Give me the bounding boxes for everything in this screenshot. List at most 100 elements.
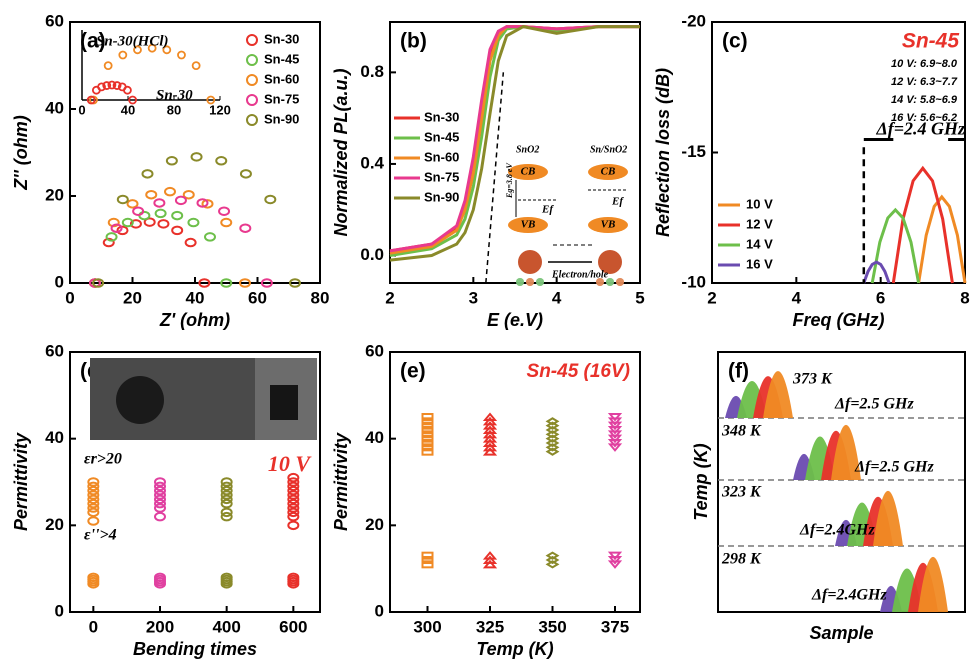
marker bbox=[87, 494, 100, 505]
legend-marker bbox=[246, 114, 258, 126]
panel-label: (e) bbox=[400, 360, 426, 383]
marker bbox=[138, 210, 151, 221]
series-line bbox=[862, 260, 891, 284]
marker bbox=[190, 152, 203, 162]
marker bbox=[545, 551, 560, 560]
series-line bbox=[389, 25, 640, 262]
marker bbox=[607, 443, 623, 452]
marker bbox=[239, 169, 252, 179]
schematic-label: SnO2 bbox=[516, 144, 539, 155]
marker bbox=[264, 194, 277, 205]
legend-marker bbox=[246, 54, 258, 66]
guide-line bbox=[485, 72, 505, 284]
marker bbox=[143, 217, 156, 227]
panel-label: (b) bbox=[400, 30, 427, 53]
marker bbox=[482, 438, 498, 447]
x-tick-label: 300 bbox=[413, 617, 441, 636]
marker bbox=[220, 494, 233, 505]
y-tick-label: -20 bbox=[681, 11, 706, 30]
marker bbox=[87, 477, 100, 487]
marker bbox=[421, 439, 434, 447]
marker bbox=[287, 494, 300, 505]
marker bbox=[421, 556, 434, 564]
marker bbox=[141, 169, 154, 179]
marker bbox=[239, 278, 251, 288]
schematic-label: CB bbox=[601, 166, 616, 178]
spectrum bbox=[918, 556, 948, 612]
y-tick-label: 20 bbox=[365, 515, 384, 534]
legend-marker bbox=[246, 34, 258, 46]
x-tick-label: 4 bbox=[552, 288, 562, 307]
range-note: 12 V: 6.3~7.7 bbox=[891, 76, 958, 88]
schematic-label: Eg=3.8 eV bbox=[505, 163, 514, 199]
marker bbox=[220, 572, 233, 583]
marker bbox=[220, 477, 233, 487]
y-axis-label: Z'' (ohm) bbox=[11, 115, 31, 191]
marker bbox=[421, 560, 434, 569]
spectrum bbox=[831, 424, 861, 480]
x-axis-label: Freq (GHz) bbox=[793, 310, 885, 330]
annotation: 10 V bbox=[268, 451, 313, 476]
band-label: Δf=2.4GHz bbox=[799, 522, 875, 539]
y-axis-label: Reflection loss (dB) bbox=[653, 68, 673, 237]
inset-marker bbox=[103, 61, 113, 71]
band-label: Δf=2.4GHz bbox=[811, 587, 887, 604]
dot bbox=[536, 278, 544, 286]
marker bbox=[607, 426, 623, 435]
marker bbox=[421, 434, 434, 443]
marker bbox=[145, 189, 158, 200]
marker bbox=[421, 551, 434, 560]
inset-marker bbox=[128, 95, 138, 105]
inset-marker bbox=[133, 45, 142, 55]
marker bbox=[220, 481, 233, 492]
schematic-label: VB bbox=[601, 219, 616, 231]
marker bbox=[482, 559, 498, 569]
marker bbox=[421, 447, 434, 456]
x-axis-label: Temp (K) bbox=[476, 639, 553, 659]
y-tick-label: 20 bbox=[45, 185, 64, 204]
marker bbox=[164, 186, 176, 197]
particle bbox=[598, 250, 622, 274]
schematic-label: Electron/hole bbox=[551, 269, 609, 280]
marker bbox=[116, 194, 129, 205]
marker bbox=[201, 199, 214, 209]
x-tick-label: 200 bbox=[146, 617, 174, 636]
marker bbox=[482, 434, 498, 443]
plot-frame bbox=[389, 351, 641, 613]
marker bbox=[421, 443, 434, 452]
y-tick-label: 60 bbox=[45, 11, 64, 30]
panel-title: Sn-45 (16V) bbox=[527, 361, 630, 382]
marker bbox=[87, 572, 100, 583]
x-tick-label: 8 bbox=[960, 288, 969, 307]
marker bbox=[220, 507, 233, 518]
marker bbox=[220, 511, 233, 522]
x-tick-label: 0 bbox=[65, 288, 74, 307]
plot-frame bbox=[69, 351, 321, 613]
inset-series-label: Sn-30(HCl) bbox=[96, 33, 169, 49]
marker bbox=[220, 217, 233, 228]
y-axis-label: Permittivity bbox=[11, 432, 31, 531]
inset-marker bbox=[112, 81, 122, 90]
photo-detail bbox=[116, 376, 164, 424]
y-axis-label: Permittivity bbox=[331, 432, 351, 531]
inset-marker bbox=[107, 80, 117, 90]
temp-label: 373 K bbox=[792, 371, 833, 388]
marker bbox=[607, 421, 623, 431]
marker bbox=[482, 425, 498, 434]
marker bbox=[87, 490, 100, 500]
marker bbox=[482, 447, 498, 456]
inset-marker bbox=[123, 85, 132, 95]
marker bbox=[287, 572, 300, 583]
y-tick-label: 60 bbox=[45, 341, 64, 360]
marker bbox=[287, 490, 300, 500]
schematic-label: Sn/SnO2 bbox=[590, 144, 627, 155]
series-line bbox=[917, 194, 967, 284]
legend-label: Sn-60 bbox=[424, 149, 459, 164]
marker bbox=[607, 413, 623, 422]
marker bbox=[107, 217, 120, 228]
range-note: 14 V: 5.8~6.9 bbox=[891, 94, 958, 106]
legend-marker bbox=[246, 74, 258, 86]
marker bbox=[87, 485, 100, 496]
inset-series-label: Sn-30 bbox=[156, 87, 193, 103]
inset-marker bbox=[102, 81, 112, 90]
